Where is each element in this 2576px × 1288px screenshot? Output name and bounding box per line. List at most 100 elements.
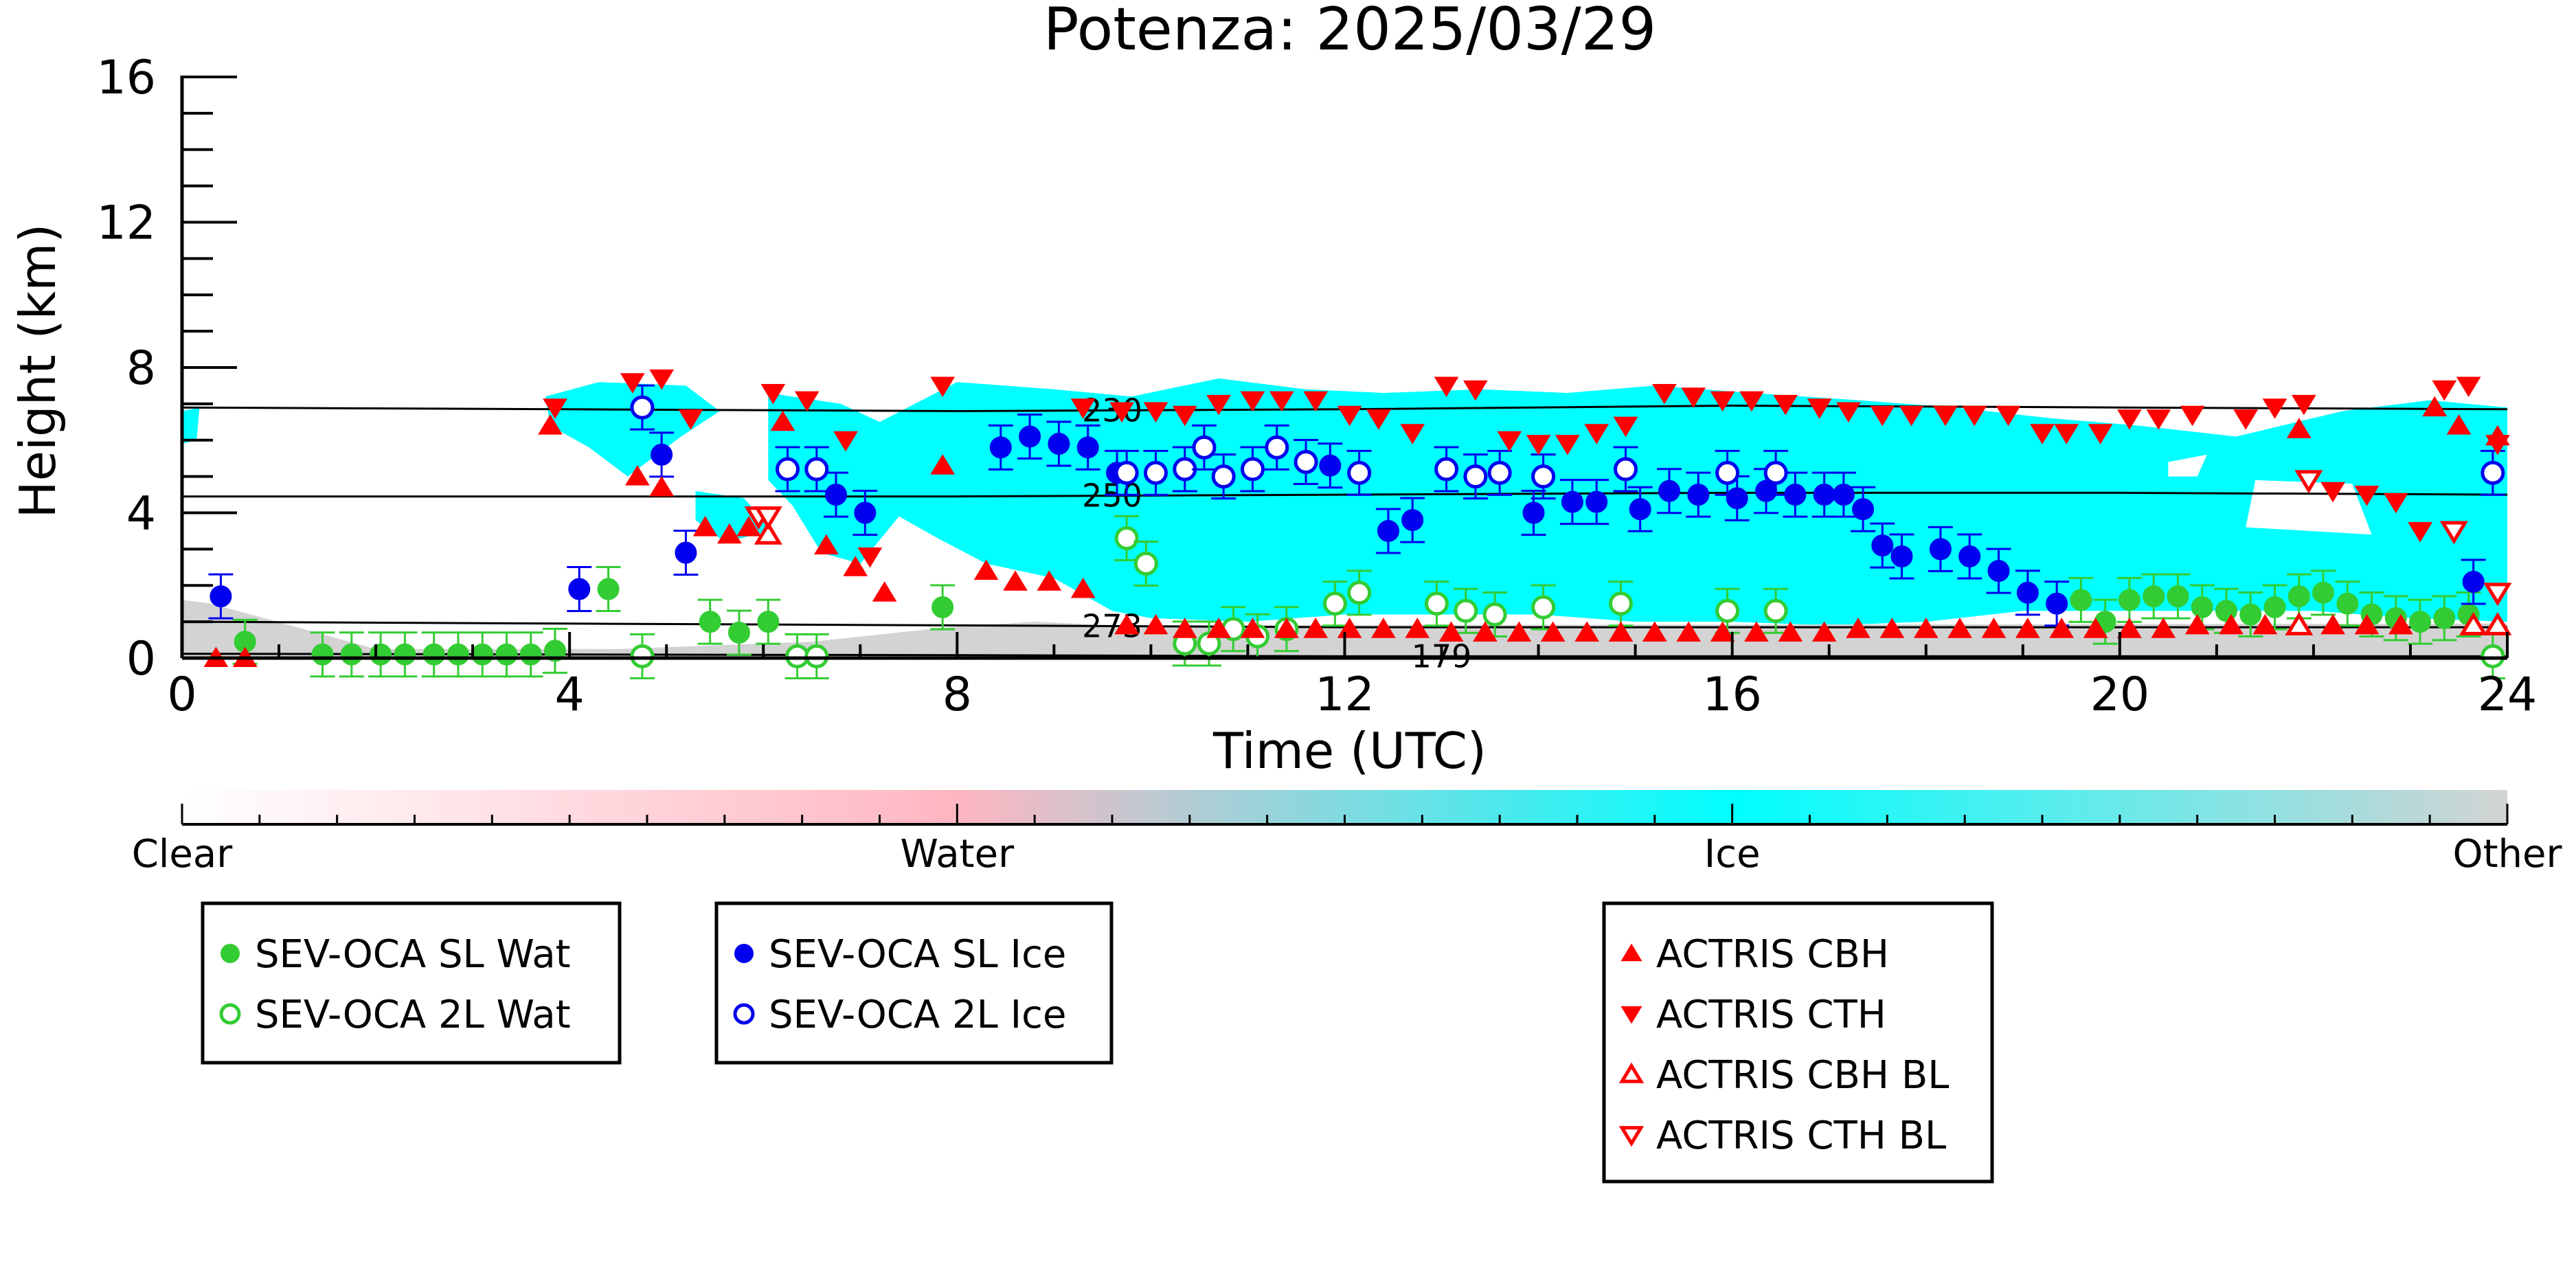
data-point (2239, 603, 2262, 626)
data-point (2408, 522, 2432, 543)
data-point (1366, 409, 1391, 430)
data-point (2184, 613, 2210, 635)
data-point (2446, 414, 2472, 435)
data-point (625, 465, 650, 486)
data-point (2083, 618, 2108, 638)
data-point (1473, 621, 1498, 642)
x-tick-label: 12 (1315, 668, 1375, 722)
data-point (1681, 387, 1706, 408)
data-point (1870, 405, 1895, 427)
data-point (1522, 501, 1545, 524)
data-point (854, 501, 877, 524)
data-point (649, 475, 675, 497)
legend-entry-label: SEV-OCA 2L Ice (769, 993, 1066, 1037)
data-point (931, 596, 954, 618)
colorbar-label: Water (901, 832, 1015, 877)
data-point (833, 431, 858, 452)
legend-entry-label: ACTRIS CBH (1656, 932, 1889, 977)
isotherm-label-230: 230 (1082, 392, 1142, 429)
data-point (1303, 391, 1329, 412)
data-point (340, 643, 363, 666)
phase-colorbar: Clear Water Ice Other (132, 790, 2562, 877)
data-point (1836, 402, 1861, 423)
data-point (2285, 611, 2314, 635)
data-point (2287, 585, 2310, 608)
data-point (1726, 487, 1748, 510)
data-point (736, 516, 761, 536)
data-point (2143, 585, 2165, 608)
data-point (1454, 598, 1478, 623)
y-tick-label: 4 (126, 487, 156, 541)
data-point (804, 457, 829, 482)
data-point (1584, 424, 1609, 444)
data-point (1241, 457, 1265, 482)
data-point (1143, 613, 1168, 635)
legend-marker (1618, 1062, 1645, 1083)
data-point (1274, 618, 1299, 638)
x-tick-label: 8 (942, 668, 972, 722)
data-point (2432, 380, 2457, 401)
data-point (1852, 498, 1875, 521)
y-tick-label: 16 (96, 51, 156, 105)
data-point (1555, 435, 1580, 455)
data-point (717, 523, 742, 544)
axes: 0 4 8 12 16 20 24 0 4 8 12 16 (96, 51, 2537, 722)
data-point (2015, 618, 2040, 638)
data-point (2483, 611, 2512, 635)
data-point (1629, 498, 1651, 521)
data-point (1347, 460, 1372, 485)
data-point (776, 457, 800, 482)
data-point (770, 410, 795, 431)
data-point (1463, 464, 1488, 489)
data-point (1192, 435, 1217, 460)
data-point (1715, 598, 1740, 623)
data-point (2481, 644, 2505, 668)
data-point (2483, 583, 2512, 607)
data-point (1540, 621, 1566, 642)
colorbar-label: Ice (1704, 832, 1761, 877)
data-point (2433, 607, 2456, 629)
data-point (692, 516, 718, 536)
data-point (2286, 418, 2312, 438)
data-point (1114, 460, 1139, 485)
data-point (1981, 618, 2007, 638)
data-point (1424, 591, 1449, 616)
data-point (1143, 402, 1168, 423)
data-point (1133, 552, 1158, 576)
legend-area: SEV-OCA SL Wat SEV-OCA 2L Wat SEV-OCA SL I… (201, 901, 1994, 1184)
legend-entry-label: SEV-OCA 2L Wat (255, 993, 571, 1037)
data-point (471, 643, 494, 666)
data-point (1710, 621, 1735, 642)
data-point (1434, 376, 1459, 398)
x-tick-label: 20 (2090, 668, 2150, 722)
data-point (1613, 416, 1638, 438)
data-point (1739, 391, 1764, 412)
data-point (1958, 545, 1981, 567)
data-point (2312, 581, 2335, 604)
data-point (2409, 611, 2432, 633)
data-point (1846, 618, 1871, 638)
x-tick-label: 4 (555, 668, 585, 722)
legend-marker (221, 944, 240, 963)
data-point (1531, 595, 1556, 620)
data-point (2117, 409, 2142, 430)
data-point (1400, 424, 1425, 444)
legend-marker (1620, 1006, 1642, 1024)
data-point (727, 621, 750, 644)
data-point (1658, 479, 1680, 502)
colorbar-label: Clear (132, 832, 233, 877)
data-point (2462, 570, 2485, 593)
data-point (2320, 613, 2345, 635)
data-point (1585, 490, 1608, 513)
data-point (1240, 618, 1265, 638)
data-point (1070, 398, 1096, 419)
data-point (754, 521, 782, 545)
data-point (1996, 405, 2021, 427)
series-actris-cbh-bl (754, 521, 2512, 635)
data-point (1048, 433, 1070, 455)
data-point (649, 369, 675, 390)
data-point (2262, 398, 2287, 419)
data-point (989, 436, 1012, 459)
data-point (538, 414, 563, 435)
data-point (2151, 618, 2176, 638)
